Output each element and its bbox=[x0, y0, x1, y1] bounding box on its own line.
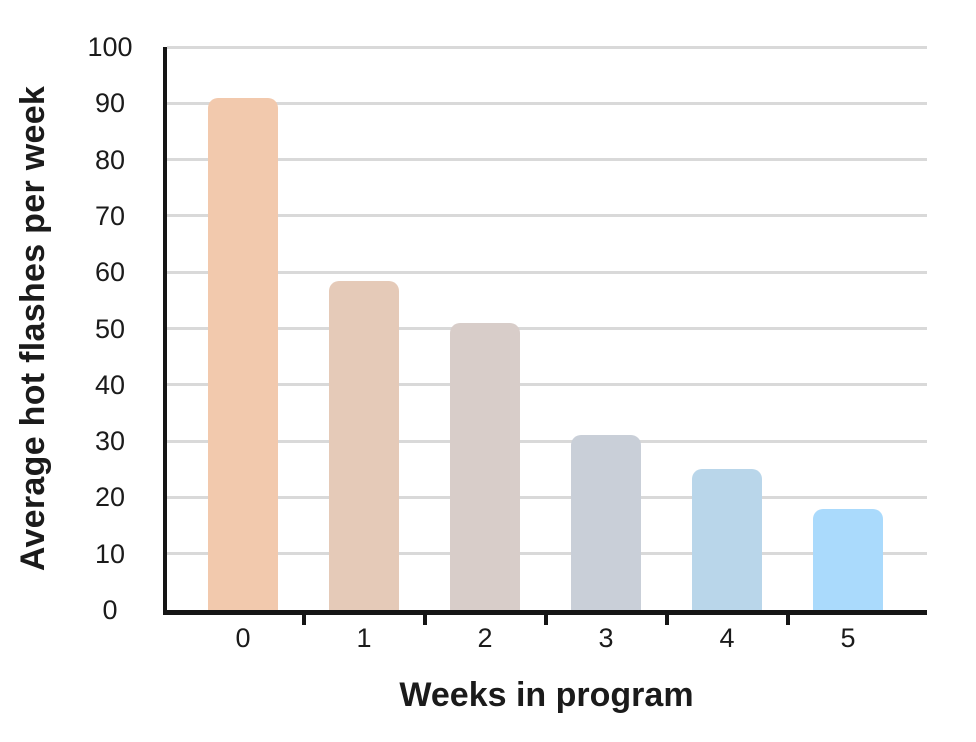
x-tick-label-0: 0 bbox=[235, 623, 251, 653]
gridline-10 bbox=[167, 552, 927, 556]
plot-area bbox=[167, 45, 927, 625]
bar-week-0 bbox=[208, 97, 278, 610]
x-axis-tick bbox=[664, 612, 669, 625]
bar-week-2 bbox=[450, 322, 520, 610]
x-axis-tick bbox=[301, 612, 306, 625]
x-axis-tick bbox=[543, 612, 548, 625]
gridline-30 bbox=[167, 439, 927, 443]
x-tick-label-1: 1 bbox=[356, 623, 372, 653]
gridline-80 bbox=[167, 158, 927, 162]
y-axis-line bbox=[163, 47, 167, 615]
gridline-100 bbox=[167, 45, 927, 49]
x-tick-label-5: 5 bbox=[840, 623, 856, 653]
x-axis-tick bbox=[785, 612, 790, 625]
y-axis-title: Average hot flashes per week bbox=[2, 47, 66, 610]
x-axis-tick bbox=[422, 612, 427, 625]
gridline-70 bbox=[167, 214, 927, 218]
x-tick-label-4: 4 bbox=[719, 623, 735, 653]
y-axis-title-text: Average hot flashes per week bbox=[14, 85, 53, 572]
gridline-90 bbox=[167, 101, 927, 105]
gridline-50 bbox=[167, 327, 927, 330]
gridline-60 bbox=[167, 270, 927, 274]
x-tick-label-3: 3 bbox=[598, 623, 614, 653]
bar-week-4 bbox=[692, 469, 762, 610]
gridline-20 bbox=[167, 495, 927, 499]
gridline-40 bbox=[167, 383, 927, 387]
bar-week-5 bbox=[813, 508, 883, 610]
x-axis-title: Weeks in program bbox=[399, 676, 694, 714]
bar-week-1 bbox=[329, 280, 399, 610]
x-axis-line bbox=[163, 610, 927, 615]
x-tick-label-2: 2 bbox=[477, 623, 493, 653]
bar-week-3 bbox=[571, 435, 641, 610]
